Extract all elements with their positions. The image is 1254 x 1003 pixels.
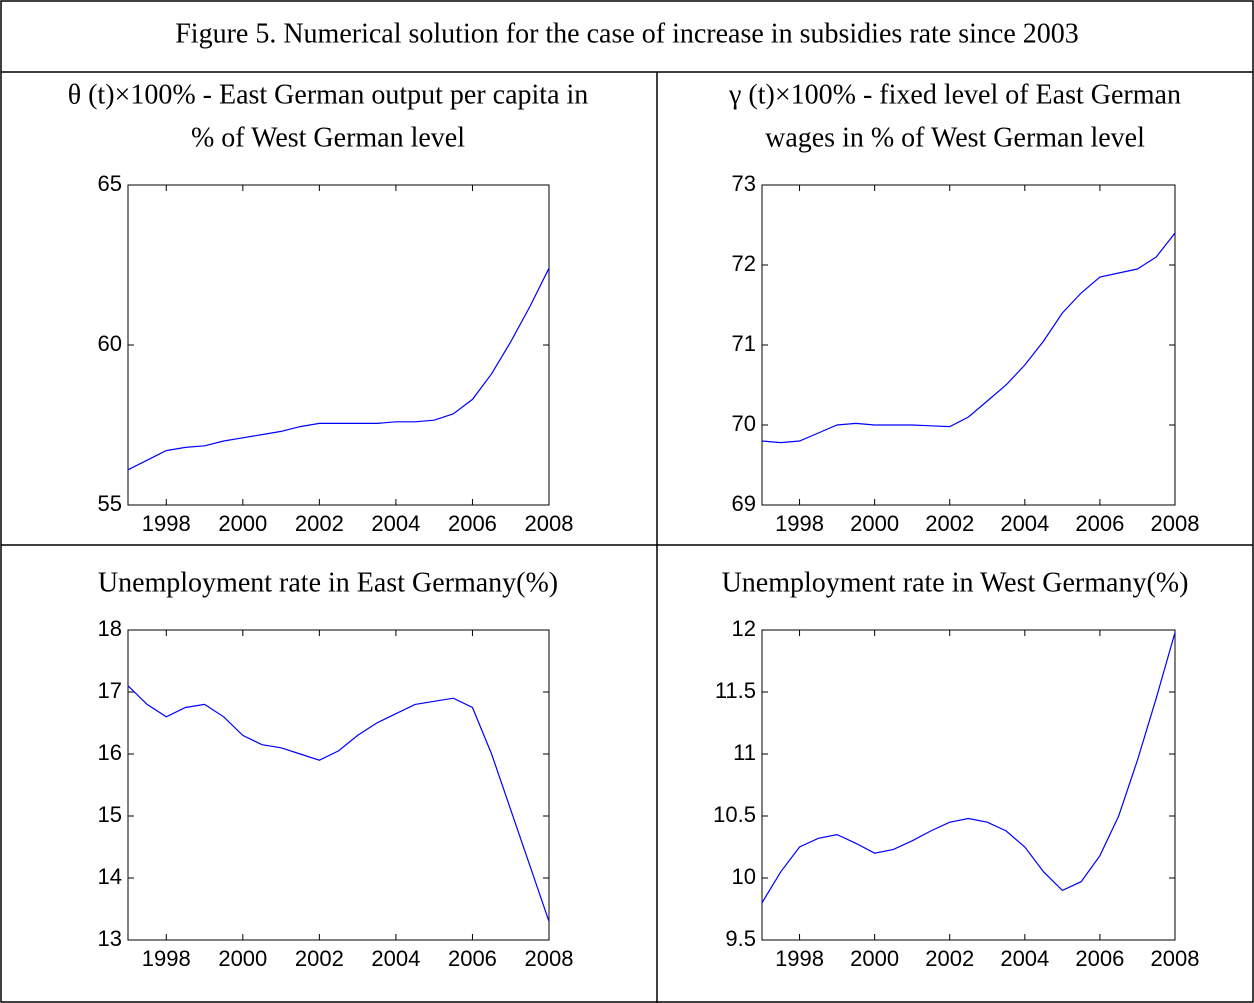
y-tick-label: 9.5 <box>725 926 756 951</box>
y-tick-label: 10.5 <box>713 802 756 827</box>
x-tick-label: 2000 <box>218 946 267 971</box>
x-tick-label: 2004 <box>1000 511 1049 536</box>
panel-title: θ (t)×100% - East German output per capi… <box>68 79 589 110</box>
data-line <box>127 685 550 922</box>
y-tick-label: 15 <box>98 802 122 827</box>
y-tick-label: 69 <box>732 491 756 516</box>
data-line <box>127 267 550 471</box>
y-tick-label: 72 <box>732 251 756 276</box>
panel-title: Unemployment rate in East Germany(%) <box>98 567 558 598</box>
y-tick-label: 55 <box>98 491 122 516</box>
y-tick-label: 65 <box>98 171 122 196</box>
y-tick-label: 11 <box>733 740 756 765</box>
data-line <box>761 232 1176 444</box>
y-tick-label: 18 <box>98 616 122 641</box>
panel-title: Unemployment rate in West Germany(%) <box>722 567 1189 598</box>
y-tick-label: 71 <box>732 331 756 356</box>
x-tick-label: 1998 <box>142 511 191 536</box>
x-tick-label: 2008 <box>1151 946 1200 971</box>
y-tick-label: 11.5 <box>715 678 756 703</box>
x-tick-label: 2004 <box>371 946 420 971</box>
x-tick-label: 2008 <box>525 946 574 971</box>
x-tick-label: 2006 <box>1075 946 1124 971</box>
plot-frame <box>761 184 1176 506</box>
x-tick-label: 2002 <box>295 946 344 971</box>
x-tick-label: 2006 <box>448 946 497 971</box>
plot-frame <box>127 629 550 941</box>
figure-title: Figure 5. Numerical solution for the cas… <box>175 18 1079 49</box>
y-tick-label: 17 <box>98 678 122 703</box>
x-tick-label: 2002 <box>925 511 974 536</box>
y-tick-label: 14 <box>98 864 122 889</box>
x-tick-label: 2002 <box>295 511 344 536</box>
x-tick-label: 2000 <box>218 511 267 536</box>
panel-title: γ (t)×100% - fixed level of East German <box>728 79 1181 110</box>
x-tick-label: 2008 <box>1151 511 1200 536</box>
y-tick-label: 12 <box>732 616 756 641</box>
panel-title: wages in % of West German level <box>765 122 1145 153</box>
x-tick-label: 1998 <box>142 946 191 971</box>
x-tick-label: 2000 <box>850 511 899 536</box>
x-tick-label: 2006 <box>1075 511 1124 536</box>
x-tick-label: 2002 <box>925 946 974 971</box>
panel-title: % of West German level <box>191 122 465 153</box>
plot-frame <box>761 629 1176 941</box>
x-tick-label: 1998 <box>775 946 824 971</box>
y-tick-label: 73 <box>732 171 756 196</box>
x-tick-label: 2006 <box>448 511 497 536</box>
data-line <box>761 632 1176 904</box>
x-tick-label: 2004 <box>1000 946 1049 971</box>
x-tick-label: 2008 <box>525 511 574 536</box>
plot-frame <box>127 184 550 506</box>
x-tick-label: 1998 <box>775 511 824 536</box>
y-tick-label: 13 <box>98 926 122 951</box>
y-tick-label: 70 <box>732 411 756 436</box>
y-tick-label: 60 <box>98 331 122 356</box>
x-tick-label: 2000 <box>850 946 899 971</box>
y-tick-label: 16 <box>98 740 122 765</box>
y-tick-label: 10 <box>732 864 756 889</box>
x-tick-label: 2004 <box>371 511 420 536</box>
